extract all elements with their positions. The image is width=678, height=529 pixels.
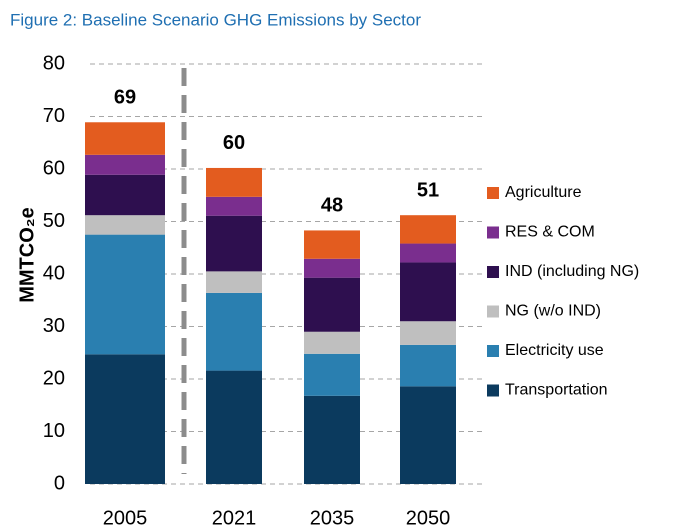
x-tick-label: 2021 (212, 507, 257, 529)
total-label: 48 (321, 195, 343, 217)
bar-segment (85, 154, 165, 175)
chart-title: Figure 2: Baseline Scenario GHG Emission… (10, 10, 421, 29)
bar-segment (304, 395, 360, 484)
bar-segment (85, 122, 165, 155)
y-tick-label: 50 (43, 210, 65, 232)
legend-label: Transportation (505, 382, 608, 399)
bar-segment (85, 354, 165, 484)
legend-swatch (487, 384, 499, 397)
total-label: 69 (114, 87, 136, 109)
legend-label: IND (including NG) (505, 263, 639, 280)
x-tick-label: 2050 (406, 507, 451, 529)
legend-swatch (487, 226, 499, 239)
y-tick-label: 70 (43, 105, 65, 127)
bar-segment (400, 344, 456, 387)
x-tick-label: 2005 (103, 507, 148, 529)
legend-swatch (487, 305, 499, 318)
bar-segment (85, 234, 165, 355)
bar-segment (400, 243, 456, 263)
legend-label: RES & COM (505, 224, 595, 241)
legend-swatch (487, 345, 499, 357)
bar-segment (400, 321, 456, 345)
bar-segment (206, 167, 262, 197)
bar-segment (206, 196, 262, 216)
y-tick-label: 0 (54, 472, 65, 494)
legend-label: Electricity use (505, 342, 604, 359)
bar-segment (304, 277, 360, 332)
bar-segment (304, 331, 360, 354)
y-tick-label: 40 (43, 262, 65, 284)
x-tick-label: 2035 (310, 507, 355, 529)
bar-segment (304, 353, 360, 396)
legend-swatch (487, 266, 499, 278)
y-tick-label: 60 (43, 157, 65, 179)
total-label: 51 (417, 179, 439, 201)
bar-segment (304, 230, 360, 259)
legend-label: Agriculture (505, 184, 582, 201)
y-tick-label: 30 (43, 315, 65, 337)
bar-segment (304, 258, 360, 278)
bar-segment (400, 386, 456, 484)
bar-segment (206, 271, 262, 293)
y-axis-label: MMTCO₂e (16, 207, 38, 303)
bar-segment (206, 215, 262, 272)
bar-segment (85, 174, 165, 216)
y-tick-label: 10 (43, 420, 65, 442)
y-tick-label: 20 (43, 367, 65, 389)
bar-segment (206, 292, 262, 371)
bar-segment (400, 262, 456, 322)
legend-label: NG (w/o IND) (505, 303, 601, 320)
legend-swatch (487, 187, 499, 199)
total-label: 60 (223, 132, 245, 154)
bar-segment (206, 370, 262, 484)
y-tick-label: 80 (43, 52, 65, 74)
bar-segment (85, 215, 165, 235)
bar-segment (400, 215, 456, 244)
